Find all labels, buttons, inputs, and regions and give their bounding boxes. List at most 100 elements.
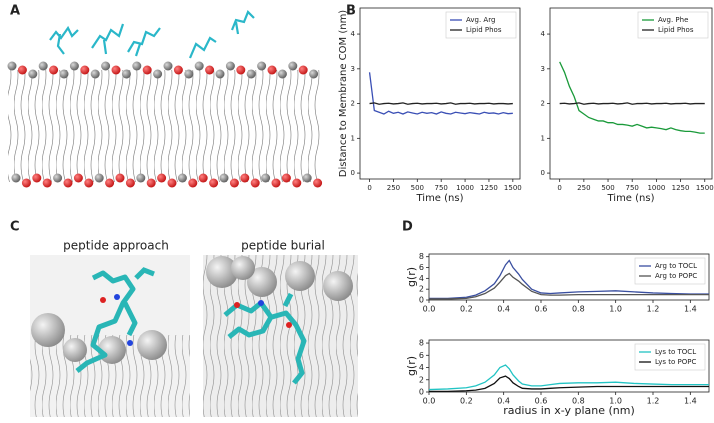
y-tick-label: 3	[351, 65, 355, 73]
x-axis-label: radius in x-y plane (nm)	[503, 404, 635, 417]
plot-frame	[428, 339, 710, 393]
headgroup	[111, 65, 121, 75]
caption: peptide approach	[63, 239, 169, 253]
x-tick-label: 750	[435, 184, 448, 192]
legend-box	[634, 257, 706, 285]
series-line	[559, 61, 705, 134]
legend-box	[445, 11, 517, 39]
x-tick-label: 0.4	[497, 397, 510, 406]
headgroup	[7, 61, 17, 71]
headgroup	[105, 178, 115, 188]
legend-label: Lys to TOCL	[655, 348, 696, 356]
headgroup	[115, 173, 125, 183]
headgroup	[267, 65, 277, 75]
series-line	[368, 72, 513, 115]
headgroup	[240, 173, 250, 183]
legend-label: Lipid Phos	[466, 26, 502, 34]
headgroup	[38, 61, 48, 71]
panel-label: C	[10, 220, 20, 235]
legend-label: Lys to POPC	[655, 358, 696, 366]
series-line	[559, 102, 705, 105]
panel-label: A	[10, 4, 20, 19]
plot-frame	[549, 7, 713, 180]
headgroup	[21, 178, 31, 188]
headgroup	[94, 173, 104, 183]
y-tick-label: 0	[419, 296, 424, 305]
headgroup	[215, 69, 225, 79]
y-tick-label: 8	[419, 339, 424, 348]
headgroup	[84, 178, 94, 188]
caption: peptide burial	[241, 239, 325, 253]
headgroup	[188, 178, 198, 188]
y-tick-label: 0	[419, 388, 424, 397]
headgroup	[167, 178, 177, 188]
headgroup	[184, 69, 194, 79]
headgroup	[271, 178, 281, 188]
headgroups	[7, 61, 323, 188]
x-tick-label: 500	[411, 184, 424, 192]
legend-box	[637, 11, 709, 39]
x-tick-label: 0.0	[423, 397, 436, 406]
headgroup	[101, 61, 111, 71]
y-tick-label: 2	[351, 100, 355, 108]
headgroup	[298, 65, 308, 75]
x-tick-label: 1.2	[647, 305, 660, 314]
x-tick-label: 1.4	[684, 397, 697, 406]
headgroup	[17, 65, 27, 75]
x-tick-label: 1.0	[609, 305, 622, 314]
y-tick-label: 2	[419, 375, 424, 384]
headgroup	[80, 65, 90, 75]
burial-image	[203, 255, 358, 417]
x-tick-label: 1.2	[647, 397, 660, 406]
headgroup	[288, 61, 298, 71]
y-tick-label: 0	[351, 169, 355, 177]
x-tick-label: 0.6	[535, 305, 548, 314]
headgroup	[59, 69, 69, 79]
headgroup	[257, 61, 267, 71]
y-tick-label: 1	[541, 134, 545, 142]
lipid-tails	[8, 70, 320, 182]
membrane-image	[7, 10, 323, 188]
y-tick-label: 4	[351, 30, 356, 38]
headgroup	[219, 173, 229, 183]
legend-label: Avg. Phe	[658, 16, 688, 24]
headgroup	[63, 178, 73, 188]
panel-label: B	[346, 4, 356, 19]
headgroup	[198, 173, 208, 183]
series-line	[429, 259, 709, 300]
headgroup	[277, 69, 287, 79]
headgroup	[229, 178, 239, 188]
headgroup	[309, 69, 319, 79]
headgroup	[153, 69, 163, 79]
y-tick-label: 8	[419, 252, 424, 261]
headgroup	[90, 69, 100, 79]
legend-label: Arg to TOCL	[655, 262, 697, 270]
y-tick-label: 2	[541, 100, 545, 108]
plot-frame	[428, 253, 710, 301]
x-tick-label: 1250	[672, 184, 690, 192]
series-line	[429, 272, 709, 300]
y-tick-label: 6	[419, 263, 424, 272]
series-line	[429, 375, 709, 393]
headgroup	[42, 178, 52, 188]
headgroup	[11, 173, 21, 183]
y-axis-label: g(r)	[405, 356, 418, 376]
y-tick-label: 2	[419, 285, 424, 294]
x-tick-label: 0	[557, 184, 561, 192]
headgroup	[177, 173, 187, 183]
x-tick-label: 1000	[647, 184, 665, 192]
headgroup	[209, 178, 219, 188]
x-tick-label: 0.2	[460, 397, 473, 406]
x-tick-label: 0.0	[423, 305, 436, 314]
y-axis-label: g(r)	[405, 267, 418, 287]
headgroup	[281, 173, 291, 183]
x-tick-label: 0.4	[497, 305, 510, 314]
headgroup	[121, 69, 131, 79]
y-tick-label: 0	[541, 169, 545, 177]
headgroup	[261, 173, 271, 183]
series-line	[369, 102, 513, 105]
x-tick-label: 750	[626, 184, 639, 192]
headgroup	[313, 178, 323, 188]
y-tick-label: 4	[419, 274, 424, 283]
x-tick-label: 250	[577, 184, 590, 192]
